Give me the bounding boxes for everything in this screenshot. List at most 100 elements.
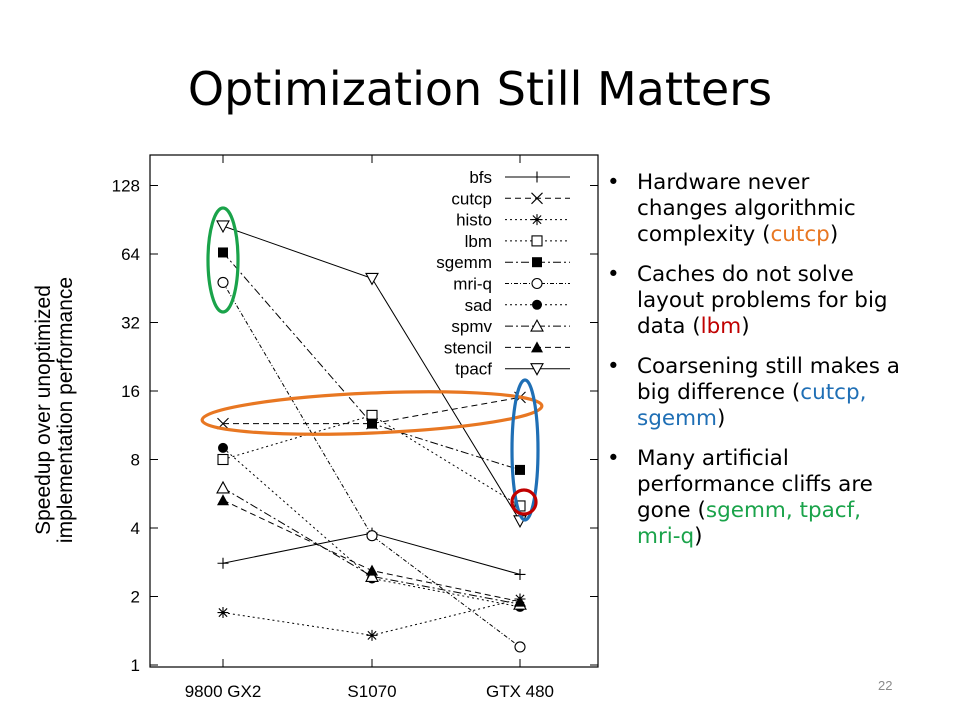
x-axis-ticks: 9800 GX2 S1070 GTX 480 [185, 155, 554, 701]
legend-label: tpacf [455, 360, 492, 379]
square-filled-marker [218, 247, 228, 258]
series-lbm [217, 409, 526, 512]
y-axis-label-line-2: implementation performance [54, 277, 77, 543]
legend-label: histo [456, 211, 492, 230]
bullet-text: Caches do not solve layout problems for … [637, 262, 888, 339]
highlight-text: sgemm, tpacf, mri-q [637, 498, 861, 549]
asterisk-marker [217, 607, 229, 619]
triangle-down-open-marker [530, 363, 544, 376]
x-marker [531, 192, 543, 205]
y-tick-label: 64 [121, 245, 140, 264]
y-tick-label: 1 [131, 656, 140, 675]
series-stencil [217, 494, 526, 607]
y-tick-label: 8 [131, 451, 140, 470]
legend-entry-stencil: stencil [444, 338, 570, 357]
legend-label: stencil [444, 338, 492, 357]
y-tick-label: 4 [131, 519, 140, 538]
legend-label: sgemm [436, 253, 492, 272]
data-point [217, 453, 229, 466]
square-open-marker [217, 453, 229, 466]
circle-open-marker [366, 530, 378, 542]
legend-entry-histo: histo [456, 211, 570, 230]
y-tick-label: 32 [121, 314, 140, 333]
blue-ellipse [510, 378, 540, 522]
legend-entry-sgemm: sgemm [436, 253, 570, 272]
bullet-text: Coarsening still makes a big difference … [637, 354, 900, 405]
bullet-text: Many artificial performance cliffs are g… [637, 446, 873, 523]
series-line [222, 282, 521, 648]
plus-marker [531, 171, 543, 183]
x-tick-label: GTX 480 [486, 682, 554, 701]
page-number: 22 [878, 678, 893, 693]
asterisk-marker [366, 629, 378, 641]
legend-label: bfs [469, 168, 492, 187]
legend-entry-mri-q: mri-q [453, 275, 570, 294]
triangle-down-open-marker [216, 220, 230, 234]
circle-filled-marker [218, 442, 228, 453]
y-tick-label: 16 [121, 382, 140, 401]
bullet-list: Hardware never changes algorithmic compl… [605, 170, 905, 564]
legend-label: mri-q [453, 275, 492, 294]
triangle-filled-marker [366, 564, 378, 576]
data-point [217, 607, 229, 619]
series-mri-q [217, 276, 526, 653]
highlight-text: cutcp, sgemm [637, 380, 867, 431]
data-point [216, 220, 230, 234]
series-line [222, 487, 521, 605]
y-axis-label: Speedup over unoptimized implementation … [32, 277, 77, 543]
series-spmv [216, 480, 527, 610]
square-filled-marker [532, 257, 542, 268]
data-point [366, 564, 378, 576]
legend-label: sad [465, 296, 492, 315]
slide-title: Optimization Still Matters [187, 62, 773, 116]
plot-frame [149, 154, 599, 668]
legend-label: lbm [465, 232, 492, 251]
y-tick-label: 2 [131, 588, 140, 607]
y-axis-label-line-1: Speedup over unoptimized [32, 285, 55, 535]
y-axis-ticks: 1 2 4 8 16 32 64 128 [112, 177, 598, 675]
legend-label: cutcp [451, 189, 492, 208]
asterisk-marker [531, 214, 543, 226]
square-filled-marker [515, 464, 525, 475]
circle-open-marker [531, 277, 543, 290]
series-sgemm [218, 247, 525, 475]
data-point [218, 247, 228, 258]
triangle-open-marker [216, 480, 230, 494]
bullet-text: ) [694, 524, 703, 549]
data-point [218, 442, 228, 453]
circle-filled-marker [532, 299, 542, 310]
legend-entry-tpacf: tpacf [455, 360, 570, 379]
data-point [366, 629, 378, 641]
highlight-text: cutcp [770, 222, 830, 247]
bullet-item: Coarsening still makes a big difference … [605, 354, 905, 432]
red-circle [510, 488, 538, 516]
data-point [514, 641, 526, 653]
plus-marker [514, 568, 526, 580]
bullet-text: Hardware never changes algorithmic compl… [637, 170, 856, 247]
legend-entry-sad: sad [465, 296, 570, 315]
data-point [515, 464, 525, 475]
x-tick-label: 9800 GX2 [185, 682, 262, 701]
green-ellipse [206, 206, 240, 314]
series-line [222, 414, 521, 507]
triangle-open-marker [365, 569, 379, 582]
triangle-down-open-marker [365, 272, 379, 286]
legend: bfs cutcp histo lbm sgemm mri-q sad spmv stencil… [436, 168, 570, 379]
series-tpacf [216, 220, 527, 529]
circle-open-marker [514, 641, 526, 653]
circle-open-marker [217, 276, 229, 288]
bullet-text: ) [829, 222, 839, 247]
triangle-open-marker [530, 318, 544, 332]
x-tick-label: S1070 [347, 682, 396, 701]
data-point [365, 272, 379, 286]
data-point [217, 557, 229, 569]
series-sad [218, 442, 525, 612]
plus-marker [217, 557, 229, 569]
series-histo [217, 593, 526, 641]
annotations [200, 206, 544, 522]
square-open-marker [531, 235, 543, 247]
triangle-filled-marker [531, 341, 543, 353]
data-point [514, 595, 526, 607]
data-point [367, 418, 377, 429]
